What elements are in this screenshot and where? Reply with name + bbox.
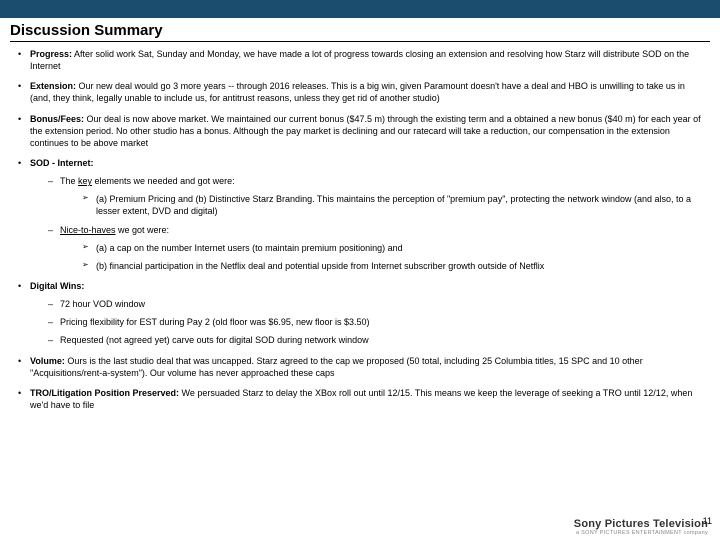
digital-item-3: Requested (not agreed yet) carve outs fo… [48, 334, 702, 346]
footer: Sony Pictures Television a SONY PICTURES… [574, 518, 708, 536]
sod-key-item: (a) Premium Pricing and (b) Distinctive … [82, 193, 702, 217]
label: Volume: [30, 356, 65, 366]
slide-title: Discussion Summary [0, 18, 720, 41]
text: Our new deal would go 3 more years -- th… [30, 81, 685, 103]
text: Our deal is now above market. We maintai… [30, 114, 701, 148]
bullet-extension: Extension: Our new deal would go 3 more … [18, 80, 702, 104]
header-bar [0, 0, 720, 18]
sod-nice-item-a: (a) a cap on the number Internet users (… [82, 242, 702, 254]
digital-item-2: Pricing flexibility for EST during Pay 2… [48, 316, 702, 328]
bullet-volume: Volume: Ours is the last studio deal tha… [18, 355, 702, 379]
label: SOD - Internet: [30, 158, 94, 168]
sod-key-elements: The key elements we needed and got were:… [48, 175, 702, 217]
text: Ours is the last studio deal that was un… [30, 356, 643, 378]
label: Progress: [30, 49, 72, 59]
text: After solid work Sat, Sunday and Monday,… [30, 49, 689, 71]
digital-item-1: 72 hour VOD window [48, 298, 702, 310]
footer-brand: Sony Pictures Television [574, 518, 708, 530]
content-body: Progress: After solid work Sat, Sunday a… [0, 48, 720, 411]
bullet-tro: TRO/Litigation Position Preserved: We pe… [18, 387, 702, 411]
label: Digital Wins: [30, 281, 84, 291]
sod-nice-to-haves: Nice-to-haves we got were: (a) a cap on … [48, 224, 702, 272]
bullet-progress: Progress: After solid work Sat, Sunday a… [18, 48, 702, 72]
sod-nice-item-b: (b) financial participation in the Netfl… [82, 260, 702, 272]
label: Extension: [30, 81, 76, 91]
label: TRO/Litigation Position Preserved: [30, 388, 179, 398]
label: Bonus/Fees: [30, 114, 84, 124]
bullet-digital-wins: Digital Wins: 72 hour VOD window Pricing… [18, 280, 702, 347]
bullet-sod-internet: SOD - Internet: The key elements we need… [18, 157, 702, 272]
bullet-bonus-fees: Bonus/Fees: Our deal is now above market… [18, 113, 702, 149]
title-underline [10, 41, 710, 42]
footer-sub: a SONY PICTURES ENTERTAINMENT company [574, 530, 708, 536]
